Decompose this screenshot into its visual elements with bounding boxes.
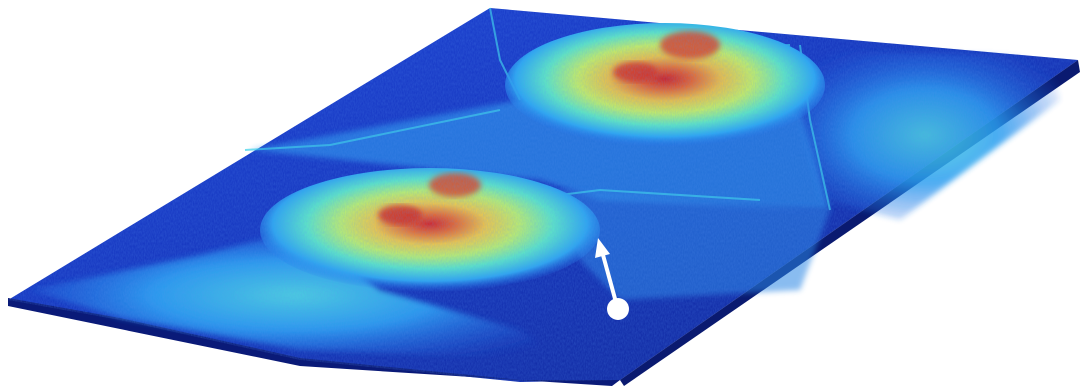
pointer-arrow-icon	[595, 238, 629, 320]
surface-texture	[8, 8, 1078, 382]
marker-dot	[607, 298, 629, 320]
